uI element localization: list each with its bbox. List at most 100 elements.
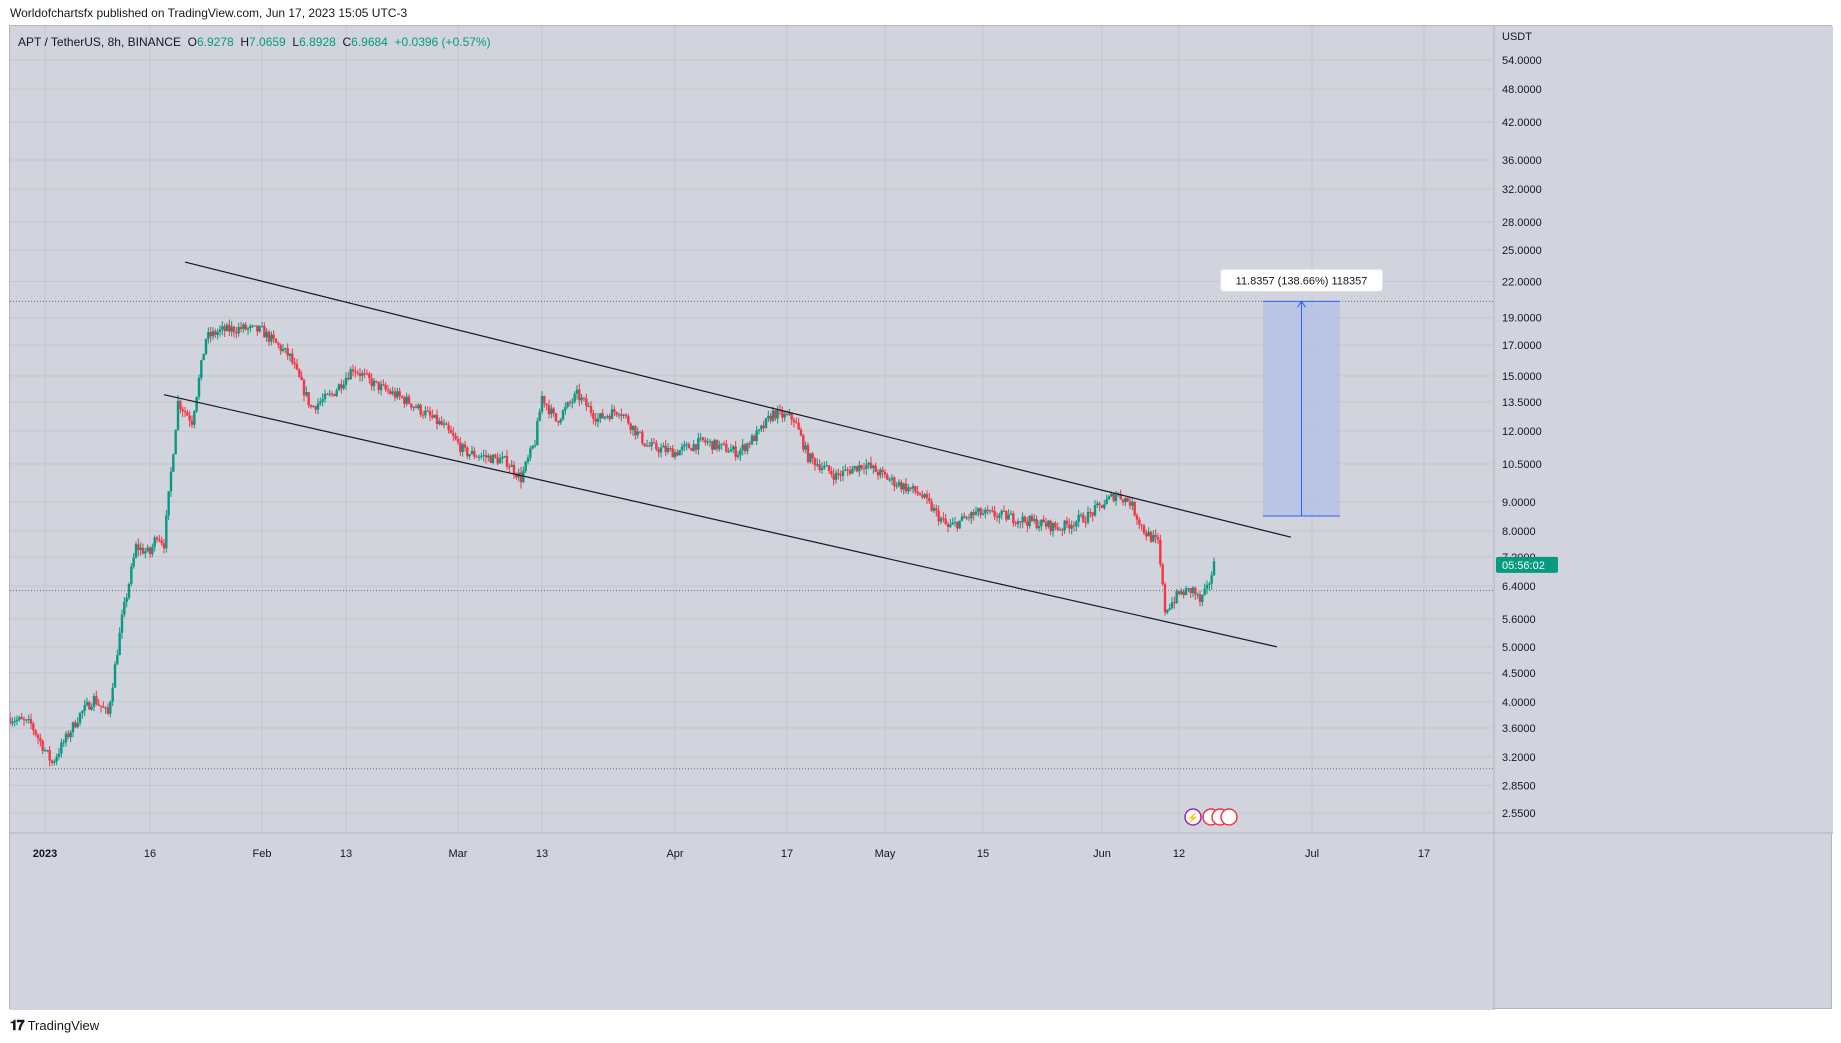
candle-body[interactable] [295, 364, 299, 370]
candle-body[interactable] [494, 454, 497, 458]
candle-body[interactable] [368, 373, 371, 379]
candle-body[interactable] [771, 410, 775, 421]
candle-body[interactable] [419, 404, 422, 415]
candle-body[interactable] [489, 455, 492, 463]
candle-body[interactable] [43, 750, 47, 752]
candle-body[interactable] [501, 456, 504, 459]
candle-body[interactable] [498, 458, 502, 464]
candle-body[interactable] [547, 405, 551, 415]
candle-body[interactable] [592, 413, 595, 419]
candle-body[interactable] [50, 760, 54, 763]
candle-body[interactable] [1107, 496, 1111, 499]
candle-body[interactable] [1098, 503, 1101, 506]
candle-body[interactable] [428, 411, 432, 416]
candle-body[interactable] [671, 448, 674, 458]
candle-body[interactable] [258, 326, 261, 332]
candle-body[interactable] [984, 509, 987, 514]
candle-body[interactable] [323, 393, 327, 400]
candle-body[interactable] [237, 327, 240, 334]
candle-body[interactable] [120, 614, 124, 633]
candle-body[interactable] [193, 411, 196, 425]
candle-body[interactable] [67, 733, 70, 738]
candle-body[interactable] [538, 411, 541, 422]
candle-body[interactable] [384, 384, 387, 390]
candle-body[interactable] [104, 707, 107, 709]
candle-body[interactable] [1012, 513, 1015, 524]
candle-body[interactable] [865, 464, 868, 469]
candle-body[interactable] [503, 456, 506, 458]
candle-body[interactable] [232, 326, 236, 333]
candle-body[interactable] [648, 445, 651, 447]
candle-body[interactable] [1166, 609, 1169, 613]
candle-body[interactable] [393, 391, 397, 398]
candle-body[interactable] [468, 454, 471, 457]
candle-body[interactable] [1007, 514, 1010, 520]
candle-body[interactable] [62, 742, 65, 744]
candle-body[interactable] [183, 411, 187, 413]
candle-body[interactable] [99, 705, 103, 707]
candle-body[interactable] [746, 443, 749, 451]
candle-body[interactable] [1149, 531, 1153, 542]
candle-body[interactable] [867, 462, 870, 465]
candle-body[interactable] [1142, 525, 1146, 534]
candle-body[interactable] [1201, 594, 1204, 602]
candle-body[interactable] [529, 448, 532, 458]
candle-body[interactable] [790, 413, 793, 420]
candle-body[interactable] [137, 544, 140, 551]
candle-body[interactable] [309, 405, 313, 407]
candle-body[interactable] [944, 518, 947, 525]
candle-body[interactable] [986, 509, 989, 512]
candle-body[interactable] [657, 449, 660, 453]
candle-body[interactable] [949, 524, 952, 527]
candle-body[interactable] [1212, 561, 1216, 576]
candle-body[interactable] [956, 521, 959, 529]
candle-body[interactable] [64, 733, 68, 743]
candle-body[interactable] [386, 389, 390, 391]
candle-body[interactable] [965, 517, 968, 519]
candle-body[interactable] [1182, 591, 1185, 596]
candle-body[interactable] [106, 707, 110, 714]
candle-body[interactable] [1002, 510, 1006, 512]
candle-body[interactable] [1030, 515, 1034, 522]
candle-body[interactable] [312, 406, 315, 408]
candle-body[interactable] [718, 444, 721, 450]
candle-body[interactable] [10, 717, 12, 724]
candle-body[interactable] [78, 713, 82, 724]
candle-body[interactable] [1026, 521, 1029, 526]
candle-body[interactable] [300, 376, 303, 381]
candle-body[interactable] [620, 414, 623, 416]
candle-body[interactable] [209, 332, 212, 337]
candle-body[interactable] [251, 325, 254, 327]
candle-body[interactable] [1194, 587, 1197, 595]
candle-body[interactable] [1189, 588, 1192, 593]
candle-body[interactable] [116, 655, 119, 665]
candle-body[interactable] [1163, 584, 1167, 613]
candle-body[interactable] [235, 332, 238, 334]
candle-body[interactable] [844, 469, 847, 471]
candle-body[interactable] [575, 389, 579, 394]
candle-body[interactable] [1198, 594, 1202, 602]
candle-body[interactable] [1175, 591, 1178, 603]
candle-body[interactable] [515, 474, 518, 478]
candle-body[interactable] [636, 431, 639, 436]
candle-body[interactable] [858, 465, 861, 472]
candle-body[interactable] [699, 437, 702, 439]
candle-body[interactable] [939, 518, 943, 522]
candle-body[interactable] [743, 444, 747, 451]
candle-body[interactable] [256, 325, 259, 332]
candle-body[interactable] [1035, 519, 1038, 529]
candle-body[interactable] [638, 431, 642, 433]
candle-body[interactable] [603, 416, 607, 419]
candle-body[interactable] [76, 723, 79, 728]
candle-body[interactable] [1096, 503, 1099, 506]
candle-body[interactable] [951, 522, 954, 525]
candle-body[interactable] [690, 448, 693, 451]
candle-body[interactable] [1091, 512, 1094, 516]
candle-body[interactable] [802, 435, 805, 450]
candle-body[interactable] [617, 414, 621, 416]
candle-body[interactable] [365, 373, 369, 375]
candle-body[interactable] [848, 470, 852, 474]
candle-body[interactable] [484, 455, 488, 458]
candle-body[interactable] [298, 369, 301, 377]
candle-body[interactable] [683, 444, 686, 447]
